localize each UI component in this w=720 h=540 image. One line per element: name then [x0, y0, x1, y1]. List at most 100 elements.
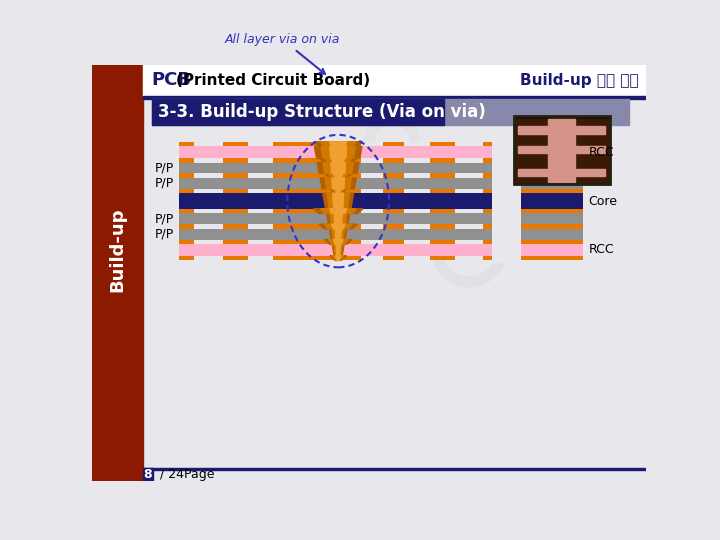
Polygon shape	[328, 240, 348, 244]
Bar	[179, 209, 492, 213]
Bar	[405, 256, 430, 260]
Bar	[248, 209, 273, 213]
Polygon shape	[332, 229, 345, 240]
Polygon shape	[327, 213, 350, 224]
Polygon shape	[333, 173, 343, 178]
Bar	[179, 189, 492, 193]
Bar	[521, 178, 583, 189]
Text: (Printed Circuit Board): (Printed Circuit Board)	[176, 73, 371, 87]
Bar	[518, 126, 606, 134]
Bar	[361, 224, 382, 229]
Polygon shape	[314, 209, 363, 213]
Bar	[521, 163, 583, 173]
Bar	[518, 168, 606, 177]
Polygon shape	[323, 193, 354, 209]
Bar	[361, 189, 382, 193]
Polygon shape	[334, 244, 343, 256]
Text: / 24Page: / 24Page	[160, 468, 214, 481]
Bar	[152, 99, 444, 125]
Bar	[521, 158, 583, 163]
Polygon shape	[333, 240, 343, 244]
Polygon shape	[329, 229, 347, 240]
Bar	[361, 256, 382, 260]
Bar	[248, 142, 273, 146]
Bar	[179, 146, 492, 158]
Bar	[454, 189, 483, 193]
Bar	[194, 142, 222, 146]
Bar	[179, 240, 492, 244]
Bar	[454, 209, 483, 213]
Bar	[454, 224, 483, 229]
Bar	[179, 229, 492, 240]
Bar	[521, 213, 583, 224]
Bar	[521, 240, 583, 244]
Polygon shape	[324, 224, 352, 229]
Bar	[521, 244, 583, 256]
Polygon shape	[333, 193, 343, 209]
Polygon shape	[336, 256, 341, 260]
Bar	[248, 173, 273, 178]
Bar	[521, 229, 583, 240]
Bar	[194, 158, 222, 163]
Text: All layer via on via: All layer via on via	[225, 33, 341, 74]
Polygon shape	[325, 178, 351, 189]
Polygon shape	[330, 213, 346, 224]
Bar	[179, 158, 492, 163]
Bar	[143, 468, 153, 481]
Polygon shape	[336, 189, 341, 193]
Bar	[179, 178, 492, 189]
Text: Build-up: Build-up	[108, 207, 126, 292]
Bar	[514, 117, 610, 184]
Bar	[405, 189, 430, 193]
Polygon shape	[315, 146, 362, 158]
Bar	[516, 119, 608, 182]
Bar	[248, 240, 273, 244]
Text: P/P: P/P	[155, 228, 174, 241]
Polygon shape	[336, 244, 341, 256]
Bar	[143, 65, 647, 96]
Polygon shape	[328, 173, 348, 178]
Polygon shape	[323, 193, 354, 209]
Bar	[361, 158, 382, 163]
Bar	[521, 173, 583, 178]
Text: Build-up 교육 자료: Build-up 교육 자료	[520, 73, 639, 87]
Polygon shape	[334, 213, 342, 224]
Polygon shape	[320, 209, 356, 213]
Bar	[152, 99, 629, 125]
Bar	[514, 117, 610, 184]
Bar	[361, 173, 382, 178]
Bar	[492, 140, 521, 262]
Text: RCC: RCC	[588, 146, 614, 159]
Polygon shape	[332, 244, 344, 256]
Bar	[179, 173, 492, 178]
Bar	[405, 158, 430, 163]
Text: Core: Core	[588, 194, 618, 207]
Polygon shape	[330, 209, 347, 213]
Polygon shape	[321, 146, 356, 158]
Polygon shape	[330, 146, 346, 158]
Text: PCB: PCB	[151, 71, 191, 89]
Bar	[361, 209, 382, 213]
Bar	[361, 240, 382, 244]
Bar	[521, 256, 583, 260]
Bar	[521, 142, 583, 146]
Bar	[179, 163, 492, 173]
Text: RCC: RCC	[588, 244, 614, 256]
Polygon shape	[314, 142, 363, 146]
Polygon shape	[318, 163, 359, 173]
Bar	[248, 256, 273, 260]
Bar	[548, 119, 575, 182]
Polygon shape	[320, 142, 356, 146]
Polygon shape	[331, 163, 346, 173]
Bar	[194, 173, 222, 178]
Polygon shape	[331, 224, 345, 229]
Polygon shape	[319, 158, 357, 163]
Bar	[248, 224, 273, 229]
Bar	[179, 256, 492, 260]
Text: 8: 8	[144, 468, 153, 481]
Bar	[521, 209, 583, 213]
Polygon shape	[327, 193, 349, 209]
Polygon shape	[320, 178, 356, 189]
Bar	[179, 142, 492, 146]
Text: P/P: P/P	[155, 177, 174, 190]
